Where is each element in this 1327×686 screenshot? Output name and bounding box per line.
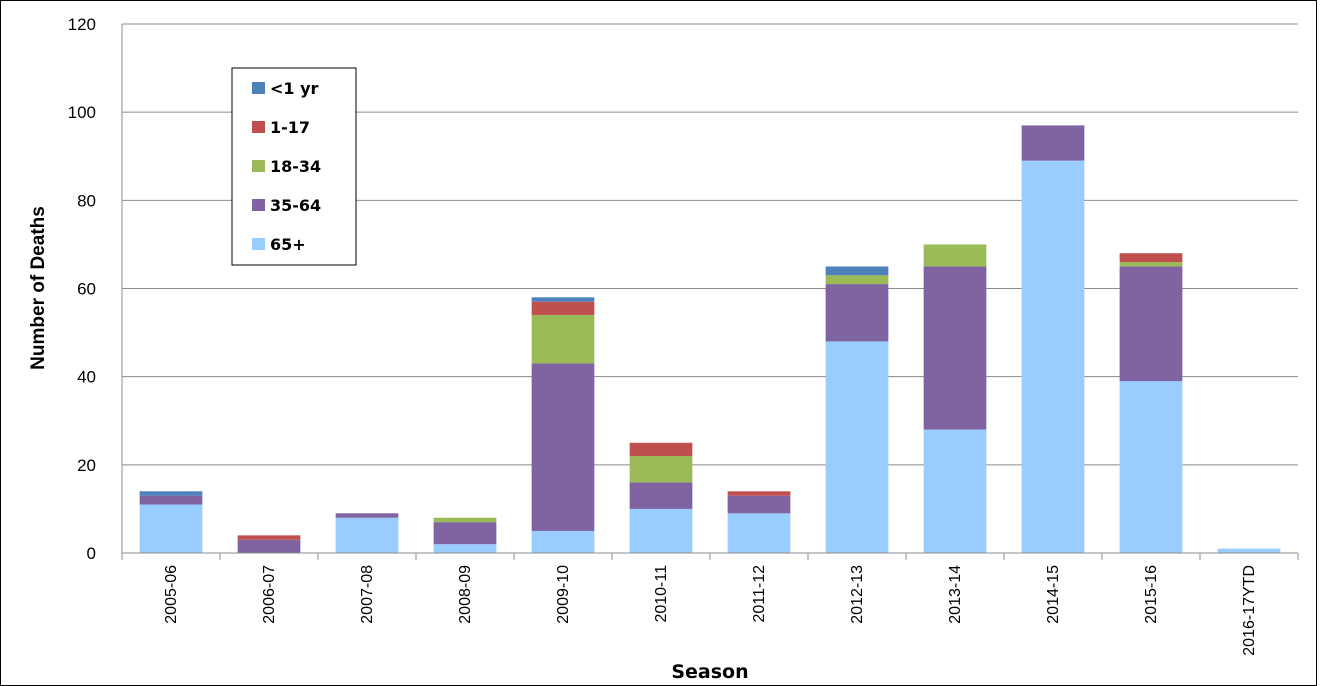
y-tick-label: 100 xyxy=(68,103,96,122)
legend-label: 1-17 xyxy=(270,118,310,137)
bar-segment xyxy=(237,535,301,540)
bar-segment xyxy=(1021,160,1085,554)
bar-segment xyxy=(629,508,693,553)
bar-segment xyxy=(727,495,791,514)
bar-segment xyxy=(923,266,987,430)
bar-segment xyxy=(531,314,595,364)
y-tick-labels: 0 20 40 60 80 100 120 xyxy=(68,15,96,563)
y-tick-label: 20 xyxy=(77,456,96,475)
x-tick-label: 2016-17YTD xyxy=(1241,565,1258,656)
legend-label: 18-34 xyxy=(270,157,321,176)
bar-segment xyxy=(1217,548,1281,553)
bar-segment xyxy=(1119,381,1183,553)
x-tick-label: 2011-12 xyxy=(751,565,768,623)
bar-segment xyxy=(629,442,693,457)
bar-segment xyxy=(923,429,987,553)
x-axis-title: Season xyxy=(671,661,748,683)
y-tick-label: 0 xyxy=(87,544,96,563)
bar-segment xyxy=(531,530,595,553)
legend-label: 35-64 xyxy=(270,196,321,215)
bar-segment xyxy=(1021,125,1085,161)
y-axis-title: Number of Deaths xyxy=(28,206,49,370)
bar-segment xyxy=(237,539,301,553)
legend-label: <1 yr xyxy=(270,79,319,98)
x-tick-label: 2009-10 xyxy=(555,565,572,624)
bar-segment xyxy=(531,297,595,302)
bar-segment xyxy=(1119,266,1183,382)
x-tick-labels: 2005-06 2006-07 2007-08 2008-09 2009-10 2010-… xyxy=(163,565,1258,656)
bar-segment xyxy=(629,482,693,509)
y-tick-label: 60 xyxy=(77,280,96,299)
bar-segment xyxy=(335,517,399,553)
y-tick-label: 40 xyxy=(77,368,96,387)
bar-segment xyxy=(1119,253,1183,263)
legend-swatch xyxy=(252,238,265,250)
legend-swatch xyxy=(252,82,265,94)
bar-segment xyxy=(825,284,889,342)
bar-segment xyxy=(825,266,889,276)
legend-swatch xyxy=(252,121,265,133)
x-tick-label: 2008-09 xyxy=(457,565,474,624)
bar-segment xyxy=(727,491,791,496)
bar-segment xyxy=(433,544,497,553)
bar-segment xyxy=(433,522,497,545)
legend: <1 yr 1-17 18-34 35-64 65+ xyxy=(231,67,357,266)
x-tick-label: 2007-08 xyxy=(359,565,376,624)
bar-segment xyxy=(1119,262,1183,267)
x-tick-label: 2010-11 xyxy=(653,565,670,623)
bar-segment xyxy=(531,301,595,315)
x-tick-label: 2006-07 xyxy=(261,565,278,624)
bar-segment xyxy=(139,491,203,496)
bars xyxy=(139,125,1281,554)
legend-swatch xyxy=(252,199,265,211)
bar-segment xyxy=(923,244,987,267)
x-tick-label: 2015-16 xyxy=(1143,565,1160,624)
x-tick-label: 2014-15 xyxy=(1045,565,1062,624)
bar-segment xyxy=(433,517,497,523)
bar-segment xyxy=(139,495,203,505)
x-tick-label: 2005-06 xyxy=(163,565,180,624)
y-tick-label: 80 xyxy=(77,191,96,210)
bar-segment xyxy=(825,341,889,553)
legend-swatch xyxy=(252,160,265,172)
axes xyxy=(121,24,1299,560)
bar-segment xyxy=(727,513,791,553)
bar-segment xyxy=(335,513,399,518)
y-tick-label: 120 xyxy=(68,15,96,34)
bar-segment xyxy=(139,504,203,553)
x-tick-label: 2013-14 xyxy=(947,565,964,624)
legend-label: 65+ xyxy=(270,235,306,254)
bar-segment xyxy=(825,275,889,285)
bar-segment xyxy=(629,456,693,483)
x-tick-label: 2012-13 xyxy=(849,565,866,624)
bar-segment xyxy=(531,363,595,531)
